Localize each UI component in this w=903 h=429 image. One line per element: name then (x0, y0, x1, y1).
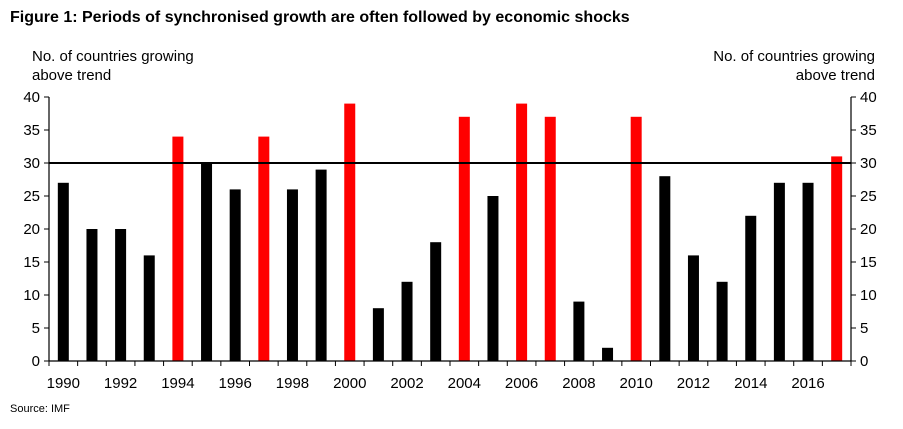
x-tick-label-1992: 1992 (104, 375, 137, 392)
y-tick-label-right-20: 20 (860, 221, 877, 238)
y-tick-label-right-15: 15 (860, 254, 877, 271)
bar-1995 (201, 163, 213, 361)
y-tick-label-right-25: 25 (860, 188, 877, 205)
bar-2011 (659, 176, 671, 361)
bar-2010 (630, 116, 642, 361)
bar-2009 (602, 347, 614, 361)
bar-1999 (315, 169, 327, 361)
bar-1997 (258, 136, 270, 361)
y-tick-label-left-30: 30 (23, 155, 40, 172)
bar-2007 (544, 116, 556, 361)
bar-2006 (516, 103, 528, 361)
x-tick-label-2014: 2014 (734, 375, 767, 392)
bar-2014 (745, 215, 757, 361)
y-tick-label-left-35: 35 (23, 122, 40, 139)
y-tick-label-left-5: 5 (32, 320, 40, 337)
source-note: Source: IMF (10, 403, 70, 415)
bar-2001 (372, 308, 384, 361)
y-tick-label-left-0: 0 (32, 353, 40, 370)
x-tick-label-1990: 1990 (47, 375, 80, 392)
bar-1992 (115, 229, 127, 361)
y-tick-label-right-40: 40 (860, 89, 877, 106)
bar-2008 (573, 301, 585, 361)
x-tick-label-1998: 1998 (276, 375, 309, 392)
y-tick-label-right-10: 10 (860, 287, 877, 304)
y-axis-label-right-line-2: above trend (795, 67, 875, 84)
y-tick-label-left-40: 40 (23, 89, 40, 106)
y-axis-label-left-line-2: above trend (32, 67, 112, 84)
chart-title: Figure 1: Periods of synchronised growth… (10, 9, 630, 26)
bar-2003 (430, 242, 442, 361)
bar-1990 (57, 182, 69, 361)
bar-1994 (172, 136, 184, 361)
y-axis-label-left: No. of countries growing above trend (32, 47, 194, 85)
x-tick-label-1994: 1994 (161, 375, 194, 392)
bar-2005 (487, 196, 499, 361)
bar-2012 (687, 255, 699, 361)
y-axis-label-right: No. of countries growing above trend (713, 47, 875, 85)
bar-1993 (143, 255, 155, 361)
bar-2000 (344, 103, 356, 361)
y-tick-label-right-5: 5 (860, 320, 868, 337)
bar-2002 (401, 281, 413, 361)
x-tick-label-2008: 2008 (562, 375, 595, 392)
bar-2015 (773, 182, 785, 361)
x-tick-label-1996: 1996 (218, 375, 251, 392)
bar-1998 (286, 189, 298, 361)
x-tick-label-2016: 2016 (791, 375, 824, 392)
bar-2016 (802, 182, 814, 361)
bar-1996 (229, 189, 241, 361)
x-tick-label-2004: 2004 (448, 375, 481, 392)
y-tick-label-left-25: 25 (23, 188, 40, 205)
x-tick-label-2006: 2006 (505, 375, 538, 392)
y-axis-label-right-line-1: No. of countries growing (713, 48, 875, 65)
y-tick-label-left-20: 20 (23, 221, 40, 238)
x-tick-label-2010: 2010 (619, 375, 652, 392)
y-tick-label-right-35: 35 (860, 122, 877, 139)
y-tick-label-left-15: 15 (23, 254, 40, 271)
y-tick-label-left-10: 10 (23, 287, 40, 304)
bar-2017 (831, 156, 843, 361)
bar-2013 (716, 281, 728, 361)
y-tick-label-right-0: 0 (860, 353, 868, 370)
x-tick-label-2000: 2000 (333, 375, 366, 392)
x-tick-label-2002: 2002 (390, 375, 423, 392)
y-tick-label-right-30: 30 (860, 155, 877, 172)
y-axis-label-left-line-1: No. of countries growing (32, 48, 194, 65)
bar-1991 (86, 229, 98, 361)
bar-2004 (458, 116, 470, 361)
x-tick-label-2012: 2012 (677, 375, 710, 392)
